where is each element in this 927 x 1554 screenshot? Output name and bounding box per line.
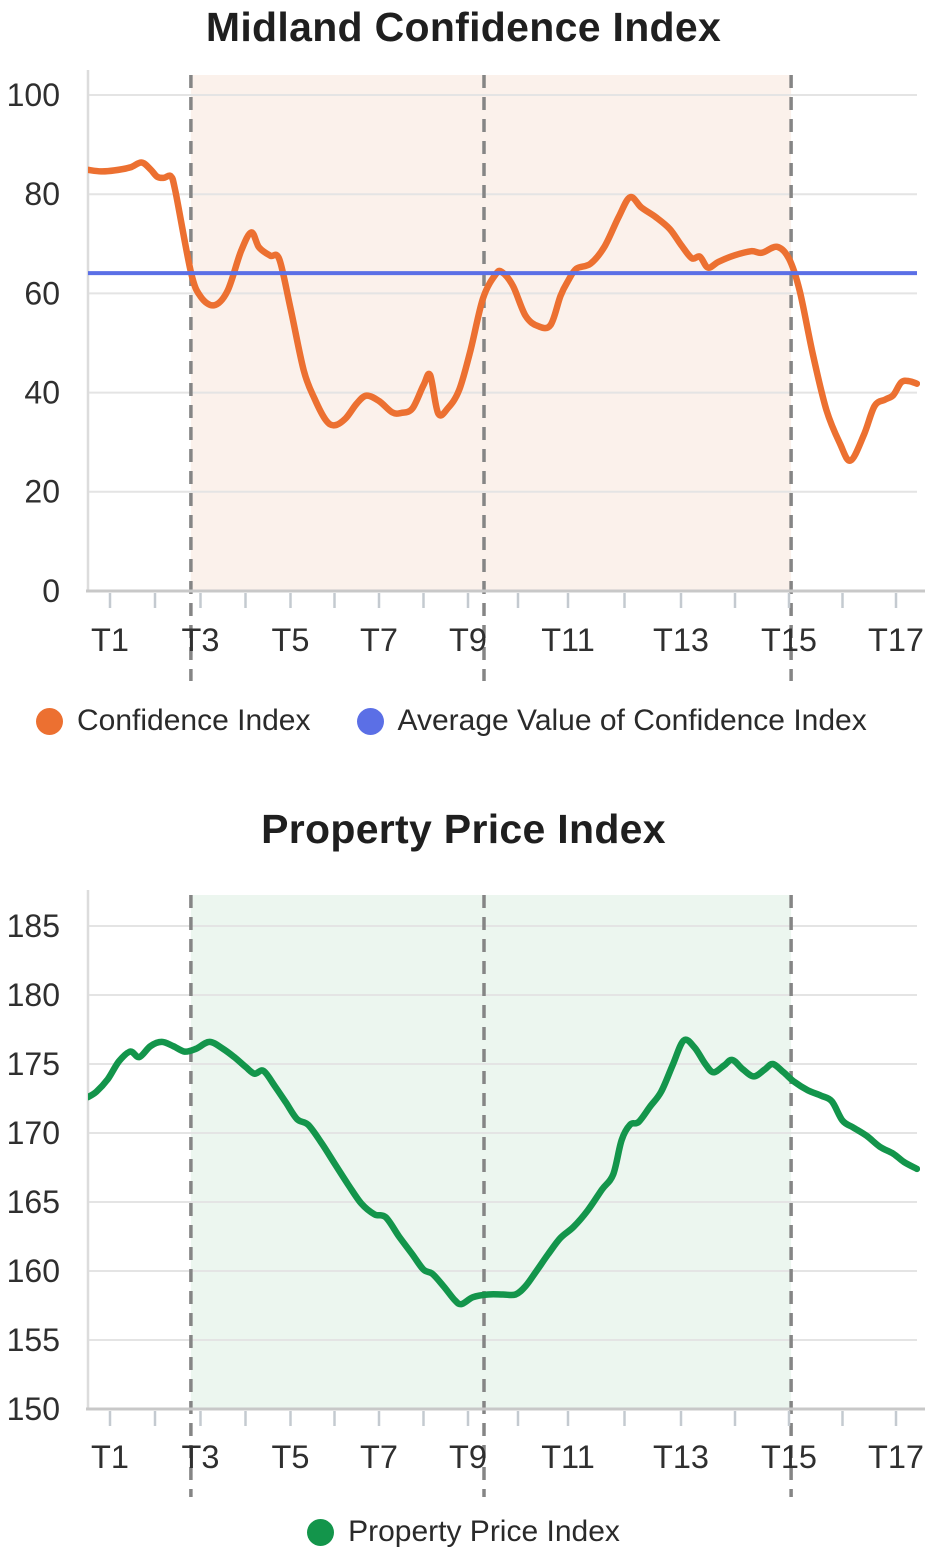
x-tick-label: T17 [868,1439,924,1475]
chart2-plot: 150 155 160 165 170 175 180 185 T1 T3 T5 T7 T9 T11 T13… [7,890,925,1497]
y-tick-label: 20 [24,474,60,510]
legend-item-property-price-index[interactable]: Property Price Index [307,1515,620,1549]
legend-label-confidence-index: Confidence Index [77,704,311,737]
legend-item-confidence-index[interactable]: Confidence Index [36,704,311,738]
x-tick-label: T5 [272,622,310,658]
property-price-index-marker-icon [307,1518,335,1546]
x-tick-label: T7 [360,622,398,658]
chart2-legend: Property Price Index [0,1510,927,1554]
legend-label-average-value: Average Value of Confidence Index [397,704,867,737]
y-tick-label: 150 [7,1391,60,1427]
y-tick-label: 175 [7,1046,60,1082]
x-tick-label: T11 [541,622,595,658]
legend-label-property-price-index: Property Price Index [348,1515,620,1548]
x-tick-label: T15 [761,622,817,658]
y-tick-label: 180 [7,977,60,1013]
y-tick-label: 80 [24,176,60,212]
shaded-region [190,75,792,591]
chart1-legend: Confidence Index Average Value of Confid… [36,699,867,743]
x-tick-label: T3 [182,622,220,658]
chart1-title: Midland Confidence Index [205,4,722,50]
x-tick-label: T9 [449,622,487,658]
x-tick-label: T11 [541,1439,595,1475]
x-tick-label: T15 [761,1439,817,1475]
shaded-region [190,895,792,1409]
x-axis-ticks [108,1411,898,1426]
dashed-marker-lines [189,895,793,1497]
legend-item-average-value[interactable]: Average Value of Confidence Index [356,704,867,738]
y-tick-label: 60 [24,275,60,311]
y-tick-label: 155 [7,1322,60,1358]
series-line [88,1036,920,1308]
y-tick-label: 170 [7,1115,60,1151]
y-tick-label: 0 [42,573,60,609]
x-axis-labels: T1 T3 T5 T7 T9 T11 T13 T15 T17 [91,1439,924,1475]
y-tick-label: 185 [7,908,60,944]
x-axis-ticks [108,593,898,608]
x-tick-label: T17 [868,622,924,658]
y-tick-label: 160 [7,1253,60,1289]
x-tick-label: T5 [272,1439,310,1475]
x-tick-label: T9 [449,1439,487,1475]
chart1-plot: 0 20 40 60 80 100 T1 T3 T5 T7 T9 T11 T13 T15 T17 [7,70,925,681]
series-line [88,159,920,464]
x-tick-label: T1 [91,622,129,658]
x-tick-label: T13 [653,1439,709,1475]
y-tick-label: 165 [7,1184,60,1220]
y-axis-labels: 150 155 160 165 170 175 180 185 [7,908,60,1427]
average-value-marker-icon [356,707,384,735]
y-tick-label: 100 [7,77,60,113]
dashed-marker-lines [189,75,793,681]
y-tick-label: 40 [24,374,60,410]
y-axis-labels: 0 20 40 60 80 100 [7,77,60,609]
x-tick-label: T3 [182,1439,220,1475]
x-tick-label: T7 [360,1439,398,1475]
x-tick-label: T13 [653,622,709,658]
x-tick-label: T1 [91,1439,129,1475]
chart2-title: Property Price Index [261,806,666,852]
x-axis-labels: T1 T3 T5 T7 T9 T11 T13 T15 T17 [91,622,924,658]
confidence-index-marker-icon [36,707,63,735]
